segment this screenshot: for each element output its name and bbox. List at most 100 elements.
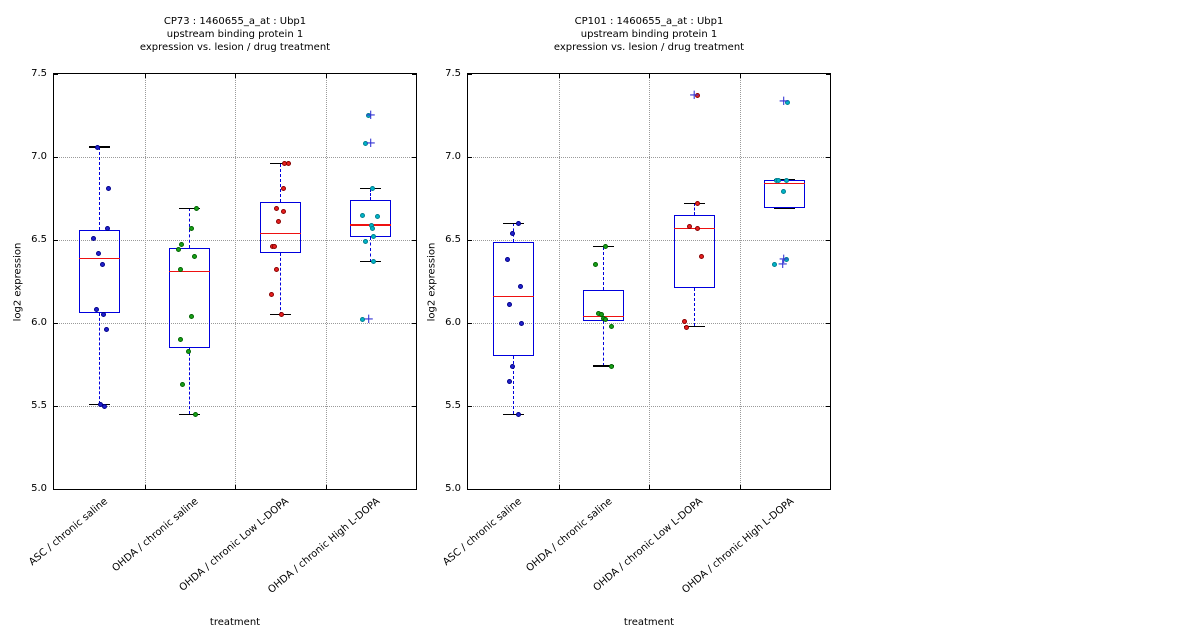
- x-axis-label: treatment: [623, 617, 675, 628]
- x-gridline: [325, 74, 327, 489]
- scatter-point: [278, 312, 284, 318]
- box: [259, 201, 301, 254]
- scatter-point: [268, 292, 274, 298]
- scatter-point: [371, 259, 377, 265]
- x-tick: [325, 485, 327, 489]
- boxplot-cp101: CP101 : 1460655_a_at : Ubp1 upstream bin…: [427, 16, 831, 628]
- median-line: [492, 295, 534, 298]
- whisker-cap-top: [683, 202, 705, 205]
- scatter-point: [686, 224, 692, 230]
- y-tick-right: [826, 156, 830, 158]
- x-tick-label: OHDA / chronic High L-DOPA: [265, 496, 382, 596]
- scatter-point: [772, 262, 778, 268]
- scatter-point: [681, 318, 687, 324]
- y-tick: [468, 322, 472, 324]
- y-tick-label: 7.5: [445, 68, 461, 79]
- scatter-point: [593, 262, 599, 268]
- scatter-point: [515, 220, 521, 226]
- plot-title-line2: upstream binding protein 1: [166, 29, 304, 40]
- flier-marker: +: [688, 87, 700, 103]
- y-tick: [468, 156, 472, 158]
- scatter-point: [192, 254, 198, 260]
- y-tick-right: [826, 405, 830, 407]
- box: [673, 215, 715, 289]
- scatter-point: [103, 327, 109, 333]
- y-tick-right: [826, 488, 830, 490]
- x-gridline: [739, 74, 741, 489]
- y-tick: [54, 239, 58, 241]
- scatter-point: [285, 161, 291, 167]
- scatter-point: [271, 244, 277, 250]
- plot-title-cp101: CP101 : 1460655_a_at : Ubp1 upstream bin…: [408, 15, 890, 54]
- y-tick-right: [412, 405, 416, 407]
- median-line: [673, 227, 715, 230]
- scatter-point: [90, 235, 96, 241]
- x-tick-label: ASC / chronic saline: [441, 496, 525, 569]
- box: [764, 180, 806, 209]
- box: [169, 248, 211, 348]
- whisker-lower: [189, 347, 190, 415]
- x-tick-top: [144, 74, 146, 78]
- whisker-lower: [603, 321, 604, 367]
- x-axis-label: treatment: [209, 617, 261, 628]
- scatter-point: [509, 230, 515, 236]
- y-tick-label: 7.0: [31, 151, 47, 162]
- y-tick-label: 5.0: [445, 483, 461, 494]
- y-tick-label: 6.0: [31, 317, 47, 328]
- x-tick-top: [235, 74, 236, 78]
- scatter-point: [363, 239, 369, 245]
- x-tick: [558, 485, 560, 489]
- scatter-point: [603, 317, 609, 323]
- y-axis-label: log2 expression: [426, 242, 438, 321]
- y-tick-label: 5.0: [31, 483, 47, 494]
- scatter-point: [609, 363, 615, 369]
- scatter-point: [273, 205, 279, 211]
- whisker-upper: [603, 246, 604, 290]
- whisker-cap-bottom: [502, 413, 524, 416]
- x-gridline: [558, 74, 560, 489]
- scatter-point: [509, 363, 515, 369]
- x-tick-label: ASC / chronic saline: [27, 496, 111, 569]
- scatter-point: [95, 250, 101, 256]
- plot-title-line2: upstream binding protein 1: [580, 29, 718, 40]
- scatter-point: [363, 141, 369, 147]
- box: [492, 241, 534, 357]
- scatter-point: [518, 320, 524, 326]
- y-tick: [54, 156, 58, 158]
- plot-title-line1: CP73 : 1460655_a_at : Ubp1: [163, 16, 307, 27]
- scatter-point: [370, 225, 376, 231]
- y-tick-label: 7.5: [31, 68, 47, 79]
- x-tick-label: OHDA / chronic saline: [524, 496, 615, 575]
- scatter-point: [370, 186, 376, 192]
- median-line: [259, 232, 301, 235]
- scatter-point: [683, 325, 689, 331]
- flier-marker: +: [777, 256, 789, 272]
- plot-title-line3: expression vs. lesion / drug treatment: [553, 42, 745, 53]
- scatter-point: [94, 144, 100, 150]
- plot-title-line3: expression vs. lesion / drug treatment: [139, 42, 331, 53]
- y-tick: [468, 488, 472, 490]
- whisker-cap-bottom: [774, 207, 796, 210]
- scatter-point: [104, 225, 110, 231]
- whisker-cap-top: [502, 222, 524, 225]
- scatter-point: [371, 234, 377, 240]
- flier-marker: +: [363, 311, 375, 327]
- whisker-cap-bottom: [683, 325, 705, 328]
- x-tick: [649, 485, 650, 489]
- scatter-point: [176, 247, 182, 253]
- y-tick-label: 6.5: [31, 234, 47, 245]
- whisker-cap-bottom: [360, 260, 382, 263]
- scatter-point: [360, 212, 366, 218]
- x-tick-label: OHDA / chronic High L-DOPA: [679, 496, 796, 596]
- y-tick-right: [412, 156, 416, 158]
- box: [350, 200, 392, 237]
- y-tick-label: 5.5: [31, 400, 47, 411]
- scatter-point: [100, 312, 106, 318]
- whisker-cap-top: [269, 162, 291, 165]
- y-tick-right: [826, 73, 830, 75]
- whisker-lower: [370, 236, 371, 262]
- y-tick-label: 6.0: [445, 317, 461, 328]
- y-tick: [54, 73, 58, 75]
- plot-title-line1: CP101 : 1460655_a_at : Ubp1: [574, 16, 724, 27]
